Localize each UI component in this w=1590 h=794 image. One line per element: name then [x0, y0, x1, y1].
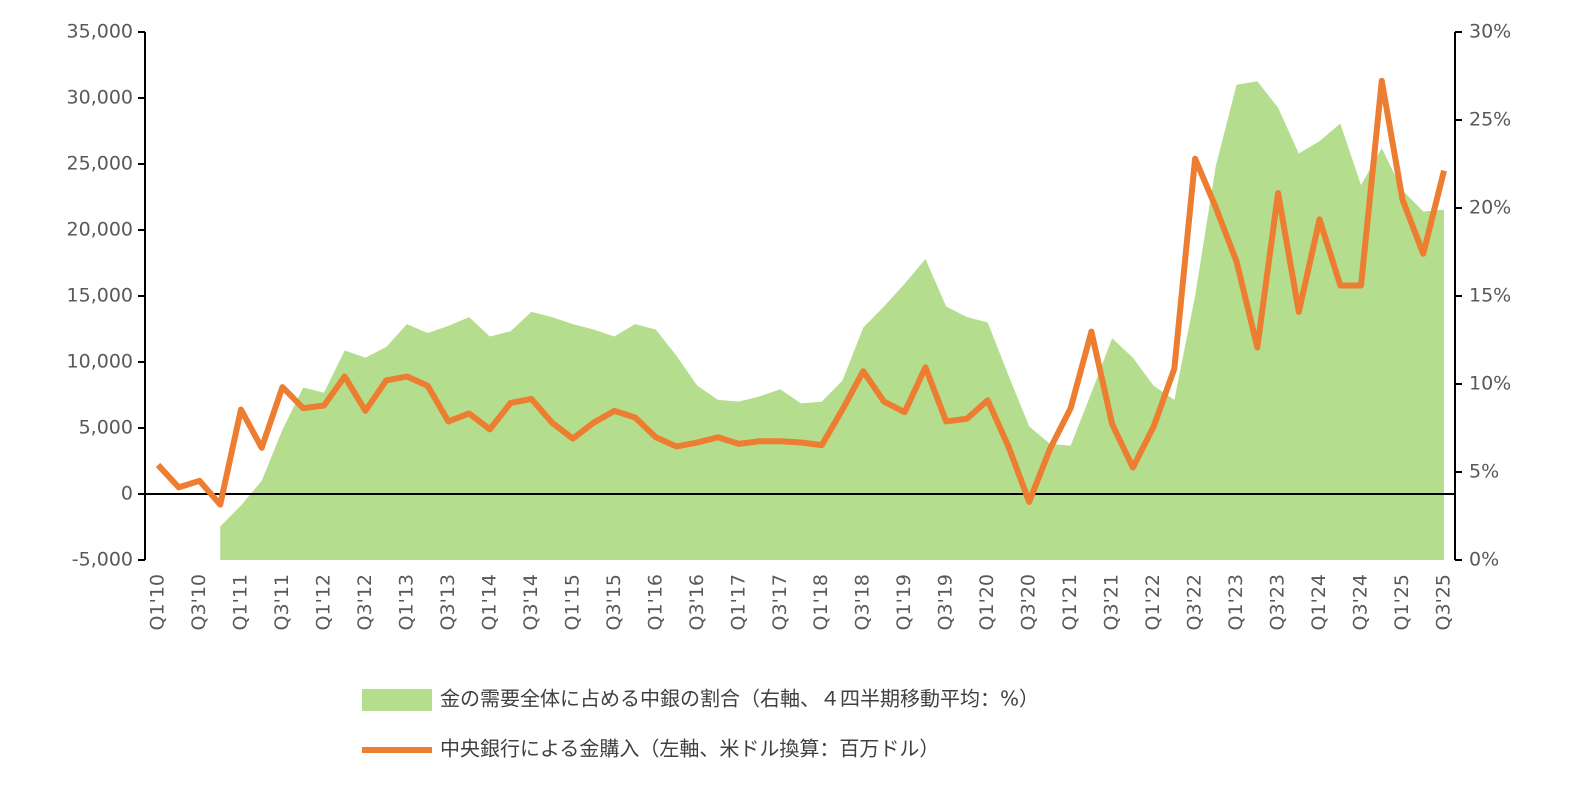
x-tick-label: Q3'21 — [1101, 574, 1123, 630]
x-tick-label: Q3'12 — [354, 574, 376, 630]
y2-tick-label: 5% — [1469, 461, 1499, 483]
x-tick-label: Q3'16 — [686, 574, 708, 630]
x-tick-label: Q1'19 — [893, 574, 915, 630]
x-tick-label: Q1'14 — [478, 574, 500, 630]
x-tick-label: Q1'18 — [810, 574, 832, 630]
x-tick-label: Q3'15 — [603, 574, 625, 630]
y-tick-label: 10,000 — [67, 351, 133, 373]
x-tick-label: Q1'13 — [395, 574, 417, 630]
x-tick-label: Q1'24 — [1308, 574, 1330, 630]
x-tick-label: Q3'24 — [1350, 574, 1372, 630]
line — [155, 77, 1447, 508]
x-tick-label: Q1'20 — [976, 574, 998, 630]
y2-tick-label: 30% — [1469, 21, 1511, 43]
x-tick-label: Q3'10 — [188, 574, 210, 630]
x-tick-label: Q3'25 — [1433, 574, 1455, 630]
x-tick-label: Q1'17 — [727, 574, 749, 630]
y2-tick-label: 25% — [1469, 109, 1511, 131]
y-tick-label: 35,000 — [67, 21, 133, 43]
y2-tick-label: 20% — [1469, 197, 1511, 219]
y2-tick-label: 15% — [1469, 285, 1511, 307]
legend: 金の需要全体に占める中銀の割合（右軸、４四半期移動平均：%） 中央銀行による金購入… — [362, 687, 1039, 761]
y-tick-label: 15,000 — [67, 285, 133, 307]
x-tick-label: Q1'25 — [1391, 574, 1413, 630]
x-tick-label: Q1'10 — [147, 574, 169, 630]
y-tick-label: 0 — [121, 483, 133, 505]
x-tick-label: Q3'14 — [520, 574, 542, 630]
y-tick-label: -5,000 — [72, 549, 133, 571]
y-tick-label: 25,000 — [67, 153, 133, 175]
x-tick-label: Q3'19 — [935, 574, 957, 630]
legend-label: 中央銀行による金購入（左軸、米ドル換算：百万ドル） — [440, 737, 939, 761]
x-tick-label: Q3'22 — [1184, 574, 1206, 630]
y2-tick-label: 10% — [1469, 373, 1511, 395]
x-tick-label: Q1'22 — [1142, 574, 1164, 630]
y-tick-label: 30,000 — [67, 87, 133, 109]
legend-label: 金の需要全体に占める中銀の割合（右軸、４四半期移動平均：%） — [440, 687, 1039, 711]
x-tick-label: Q1'12 — [312, 574, 334, 630]
legend-swatch — [362, 689, 432, 711]
x-tick-label: Q1'15 — [561, 574, 583, 630]
x-tick-label: Q3'11 — [271, 574, 293, 630]
x-tick-label: Q1'11 — [229, 574, 251, 630]
y-tick-label: 5,000 — [79, 417, 133, 439]
x-tick-label: Q1'23 — [1225, 574, 1247, 630]
area — [220, 81, 1444, 560]
x-tick-label: Q1'16 — [644, 574, 666, 630]
y2-tick-label: 0% — [1469, 549, 1499, 571]
x-tick-label: Q3'18 — [852, 574, 874, 630]
y-tick-label: 20,000 — [67, 219, 133, 241]
x-tick-label: Q3'23 — [1267, 574, 1289, 630]
x-tick-label: Q3'20 — [1018, 574, 1040, 630]
x-tick-label: Q1'21 — [1059, 574, 1081, 630]
x-tick-label: Q3'17 — [769, 574, 791, 630]
x-tick-label: Q3'13 — [437, 574, 459, 630]
